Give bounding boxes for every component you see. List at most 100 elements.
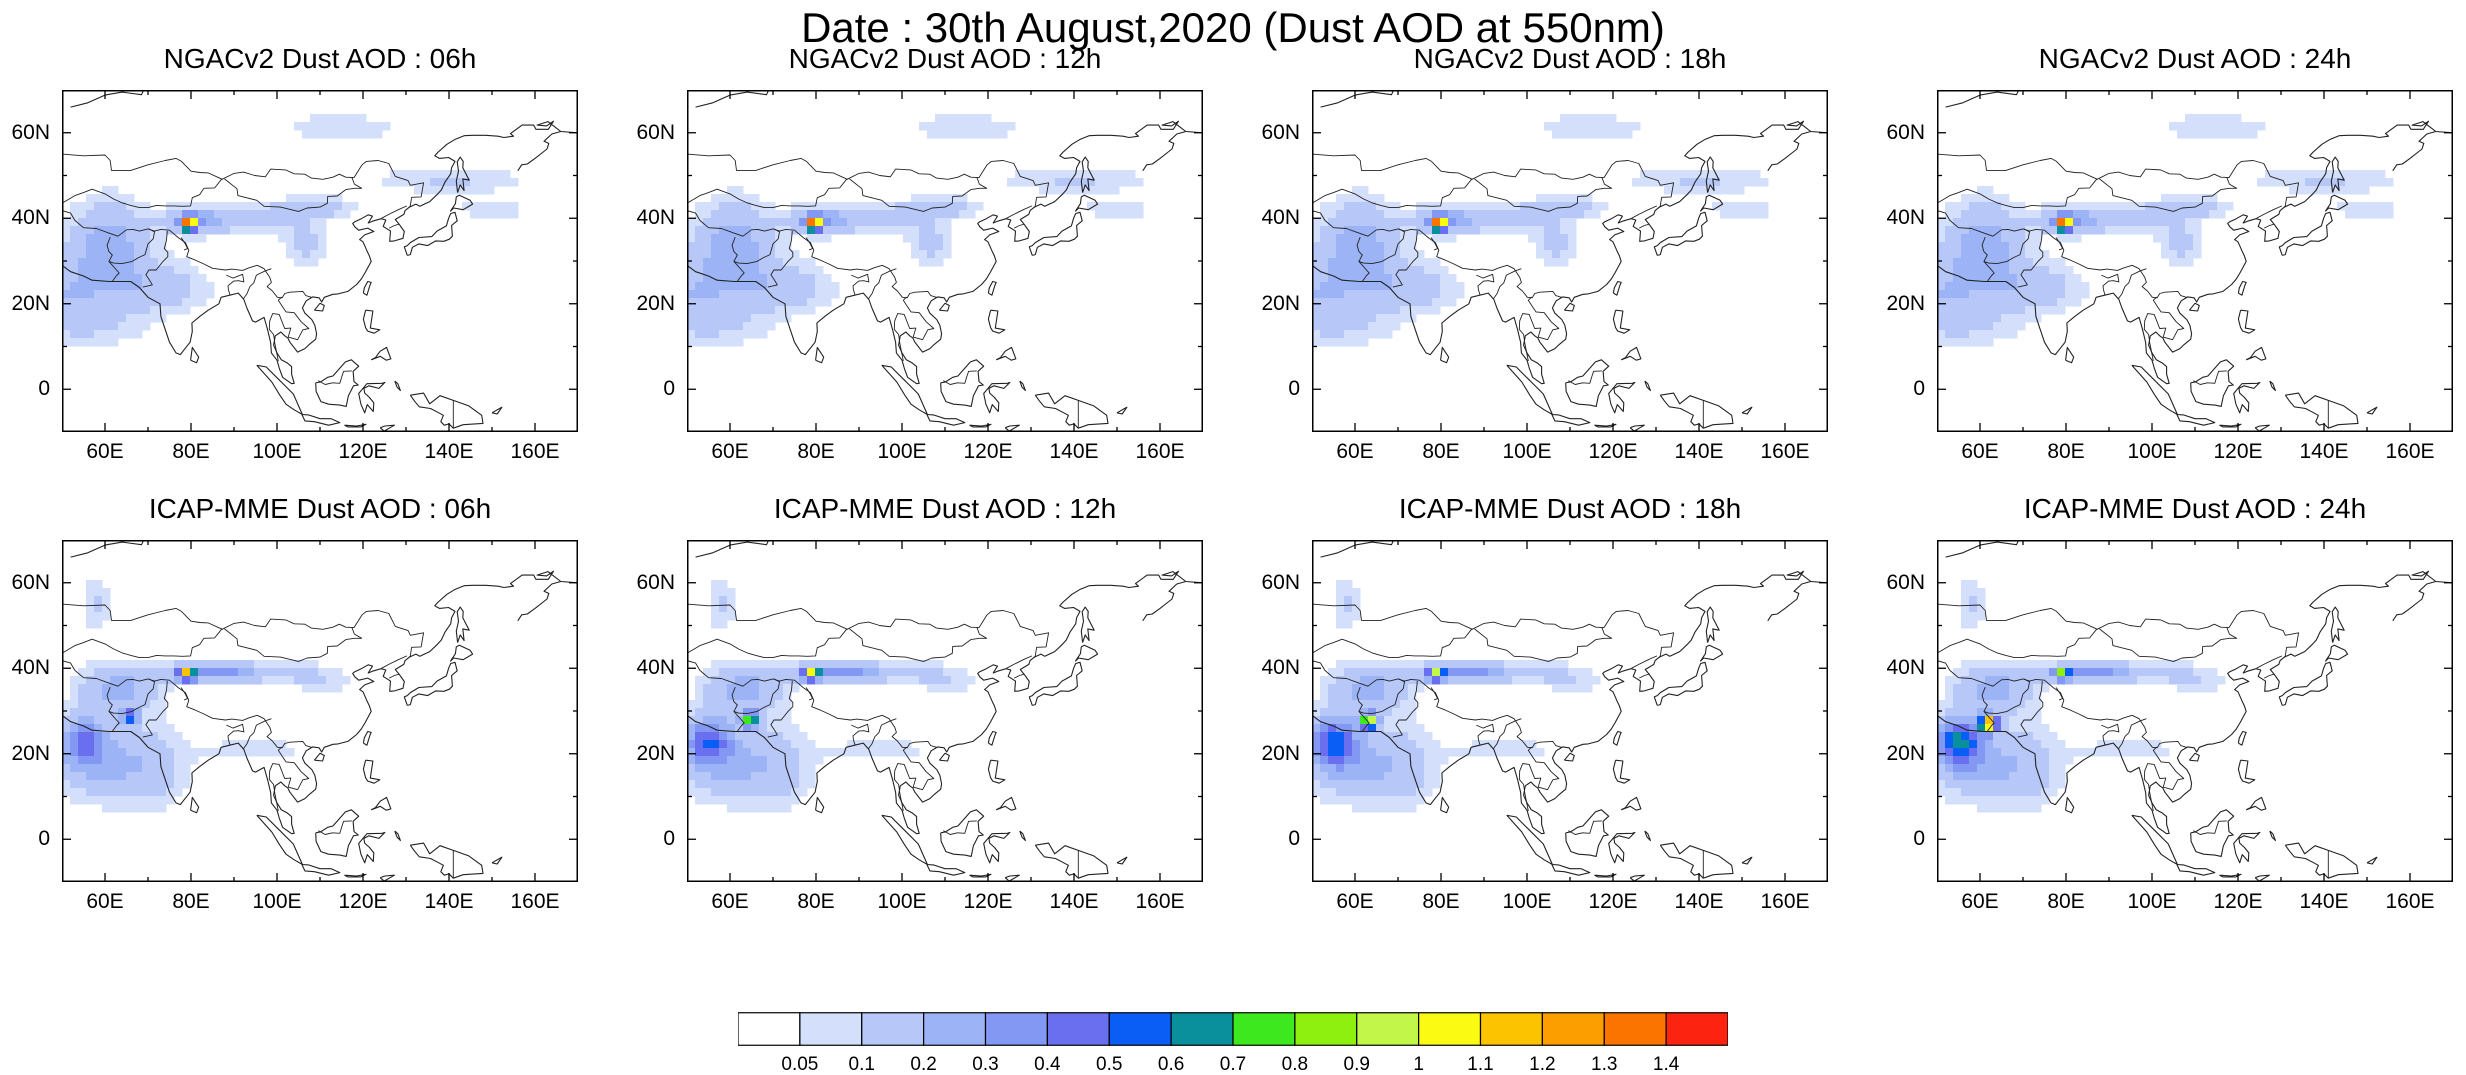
colorbar-swatch <box>799 1012 863 1046</box>
tick-marks <box>687 90 1203 432</box>
colorbar-swatch <box>738 1012 801 1046</box>
colorbar-swatch <box>1108 1012 1172 1046</box>
colorbar-swatch <box>1232 1012 1296 1046</box>
colorbar-swatch <box>1418 1012 1482 1046</box>
coastlines <box>1312 540 1828 882</box>
y-tick-label: 40N <box>1261 656 1300 680</box>
y-tick-label: 60N <box>1886 570 1925 594</box>
colorbar-swatch <box>1603 1012 1667 1046</box>
x-tick-label: 120E <box>338 440 388 463</box>
x-tick-label: 120E <box>1588 440 1638 463</box>
colorbar-swatch <box>861 1012 925 1046</box>
colorbar-label: 0.9 <box>1343 1054 1370 1075</box>
colorbar-label: 0.6 <box>1157 1054 1185 1075</box>
x-tick-label: 160E <box>1760 890 1810 913</box>
colorbar-label: 0.7 <box>1219 1054 1247 1075</box>
x-tick-label: 60E <box>1961 440 1999 463</box>
aod-field <box>687 114 1144 347</box>
x-tick-label: 160E <box>510 890 560 913</box>
x-tick-label: 140E <box>424 890 474 913</box>
map-panel: NGACv2 Dust AOD : 06h 60E 80E 100E 120E 140E 1… <box>0 42 640 494</box>
x-tick-label: 100E <box>877 440 927 463</box>
x-tick-label: 160E <box>2385 890 2435 913</box>
country-borders <box>687 603 1079 879</box>
colorbar-label: 1.2 <box>1529 1054 1556 1075</box>
x-tick-label: 60E <box>711 890 749 913</box>
colorbar-label: 1.4 <box>1652 1054 1680 1075</box>
y-tick-label: 0 <box>38 827 50 851</box>
x-tick-label: 140E <box>1049 440 1099 463</box>
coastlines <box>687 540 1203 882</box>
tick-marks <box>687 540 1203 882</box>
country-borders <box>1937 153 2329 429</box>
colorbar-label: 1 <box>1413 1054 1424 1075</box>
country-borders <box>1312 603 1704 879</box>
dust-aod-map <box>62 90 578 432</box>
dust-aod-map <box>687 90 1203 432</box>
x-tick-label: 80E <box>2047 440 2085 463</box>
coastlines <box>687 90 1203 432</box>
panel-title: ICAP-MME Dust AOD : 18h <box>1398 493 1742 524</box>
aod-colorbar <box>738 1012 1728 1046</box>
aod-field <box>1937 114 2394 347</box>
x-tick-label: 120E <box>2213 890 2263 913</box>
dust-aod-map <box>1312 90 1828 432</box>
y-tick-label: 20N <box>11 741 50 765</box>
x-tick-label: 100E <box>2127 440 2177 463</box>
panel-title: ICAP-MME Dust AOD : 12h <box>773 493 1117 524</box>
y-tick-label: 0 <box>1913 827 1925 851</box>
colorbar-swatch <box>923 1012 987 1046</box>
x-tick-label: 80E <box>172 440 210 463</box>
y-tick-label: 0 <box>663 377 675 401</box>
colorbar-label: 0.3 <box>972 1054 999 1075</box>
y-tick-label: 0 <box>1913 377 1925 401</box>
map-panel: ICAP-MME Dust AOD : 06h 60E 80E 100E 120E 140… <box>0 492 640 944</box>
colorbar-swatch <box>1479 1012 1543 1046</box>
y-tick-label: 20N <box>636 741 675 765</box>
y-tick-label: 0 <box>1288 827 1300 851</box>
colorbar-swatch <box>1170 1012 1234 1046</box>
tick-marks <box>62 90 578 432</box>
map-panel: NGACv2 Dust AOD : 24h 60E 80E 100E 120E 140E 1… <box>1875 42 2466 494</box>
y-tick-label: 20N <box>636 291 675 315</box>
x-tick-label: 100E <box>1502 440 1552 463</box>
tick-marks <box>1312 90 1828 432</box>
x-tick-label: 120E <box>963 440 1013 463</box>
map-panel: ICAP-MME Dust AOD : 18h 60E 80E 100E 120E 140… <box>1250 492 1890 944</box>
country-borders <box>1937 603 2329 879</box>
x-tick-label: 120E <box>338 890 388 913</box>
y-tick-label: 0 <box>1288 377 1300 401</box>
y-tick-label: 20N <box>1261 291 1300 315</box>
x-tick-label: 140E <box>2299 440 2349 463</box>
colorbar-label: 0.4 <box>1034 1054 1061 1075</box>
panel-title: ICAP-MME Dust AOD : 24h <box>2023 493 2367 524</box>
x-tick-label: 80E <box>172 890 210 913</box>
aod-field <box>1937 580 2226 813</box>
colorbar-label: 0.5 <box>1096 1054 1123 1075</box>
x-tick-label: 80E <box>2047 890 2085 913</box>
x-tick-label: 60E <box>711 440 749 463</box>
y-tick-label: 60N <box>11 570 50 594</box>
y-tick-label: 40N <box>11 206 50 230</box>
y-tick-label: 20N <box>1886 291 1925 315</box>
aod-field <box>1312 114 1769 347</box>
y-tick-label: 20N <box>11 291 50 315</box>
map-panel: NGACv2 Dust AOD : 18h 60E 80E 100E 120E 140E 1… <box>1250 42 1890 494</box>
tick-marks <box>62 540 578 882</box>
colorbar-swatch <box>1541 1012 1605 1046</box>
colorbar-swatch <box>1665 1012 1728 1046</box>
country-borders <box>62 603 454 879</box>
panel-title: ICAP-MME Dust AOD : 06h <box>148 493 492 524</box>
x-tick-label: 80E <box>797 440 835 463</box>
x-tick-label: 140E <box>1049 890 1099 913</box>
y-tick-label: 40N <box>636 206 675 230</box>
x-tick-label: 100E <box>1502 890 1552 913</box>
map-panel: ICAP-MME Dust AOD : 24h 60E 80E 100E 120E 140… <box>1875 492 2466 944</box>
figure-title: Date : 30th August,2020 (Dust AOD at 550… <box>801 4 1665 51</box>
x-tick-label: 100E <box>252 440 302 463</box>
x-tick-label: 80E <box>1422 440 1460 463</box>
x-tick-label: 100E <box>2127 890 2177 913</box>
x-tick-label: 160E <box>2385 440 2435 463</box>
colorbar-label: 0.05 <box>781 1054 819 1075</box>
x-tick-label: 140E <box>424 440 474 463</box>
